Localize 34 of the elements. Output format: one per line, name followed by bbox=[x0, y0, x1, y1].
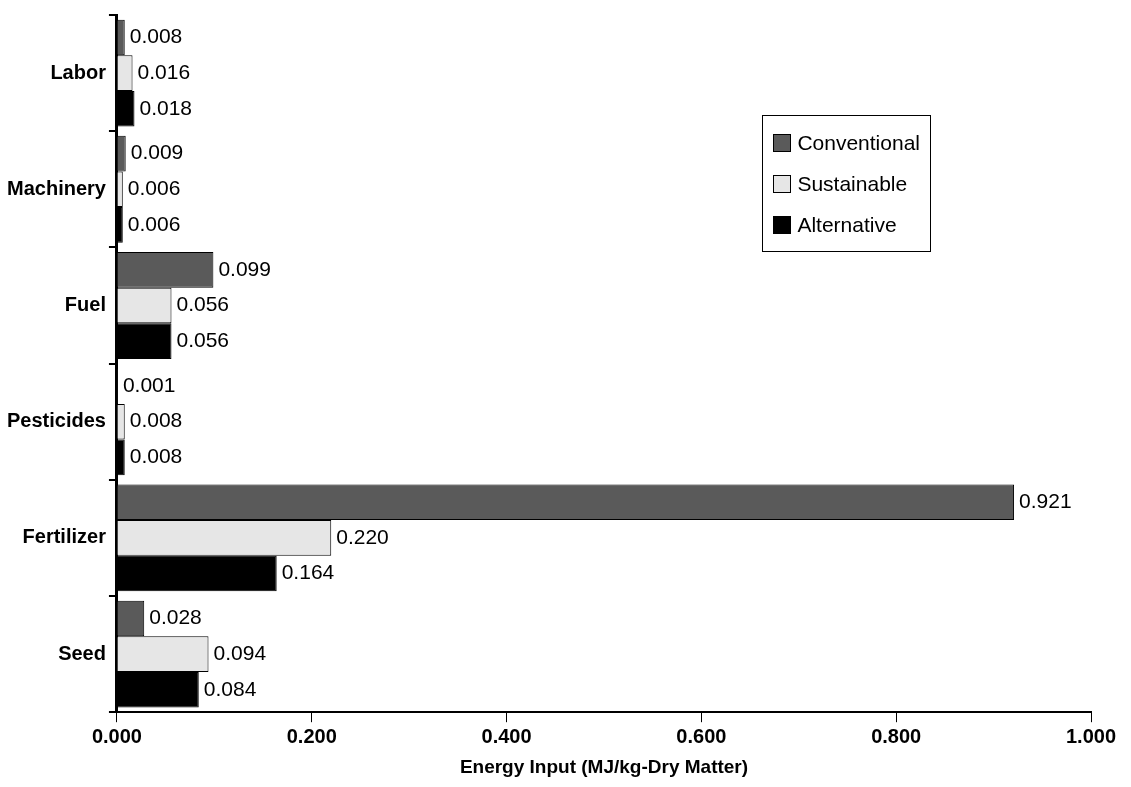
data-label: 0.056 bbox=[176, 327, 230, 351]
data-label: 0.099 bbox=[218, 256, 271, 280]
y-tick-label: Fertilizer bbox=[22, 525, 107, 548]
y-tick-label: Seed bbox=[58, 641, 106, 664]
x-tick-label: 1.000 bbox=[1065, 724, 1117, 747]
data-label: 0.018 bbox=[139, 95, 193, 119]
y-tick-label: Labor bbox=[50, 60, 107, 83]
y-tick-label: Pesticides bbox=[6, 409, 106, 432]
y-tick-label: Machinery bbox=[7, 176, 107, 199]
data-label: 0.028 bbox=[149, 605, 202, 629]
x-tick-label: 0.200 bbox=[286, 724, 337, 747]
data-label: 0.921 bbox=[1019, 489, 1072, 513]
data-label: 0.094 bbox=[213, 640, 267, 664]
y-tick-label: Fuel bbox=[64, 293, 106, 316]
data-label: 0.006 bbox=[127, 176, 181, 200]
legend-label: Conventional bbox=[797, 130, 920, 155]
data-label: 0.001 bbox=[122, 372, 176, 396]
data-label: 0.220 bbox=[336, 524, 389, 548]
data-label: 0.056 bbox=[176, 292, 230, 316]
x-tick-label: 0.000 bbox=[91, 724, 142, 747]
legend-label: Alternative bbox=[797, 212, 897, 237]
data-label: 0.009 bbox=[130, 140, 184, 164]
x-tick-label: 0.800 bbox=[871, 724, 922, 747]
data-label: 0.164 bbox=[281, 560, 335, 584]
legend-label: Sustainable bbox=[797, 171, 908, 196]
x-axis-title: Energy Input (MJ/kg-Dry Matter) bbox=[459, 755, 749, 777]
data-label: 0.006 bbox=[127, 211, 181, 235]
data-label: 0.016 bbox=[137, 59, 191, 83]
x-tick-label: 0.400 bbox=[481, 724, 532, 747]
data-label: 0.008 bbox=[129, 444, 183, 468]
data-label: 0.084 bbox=[203, 676, 257, 700]
data-label: 0.008 bbox=[129, 408, 183, 432]
data-label: 0.008 bbox=[129, 24, 183, 48]
x-tick-label: 0.600 bbox=[676, 724, 727, 747]
